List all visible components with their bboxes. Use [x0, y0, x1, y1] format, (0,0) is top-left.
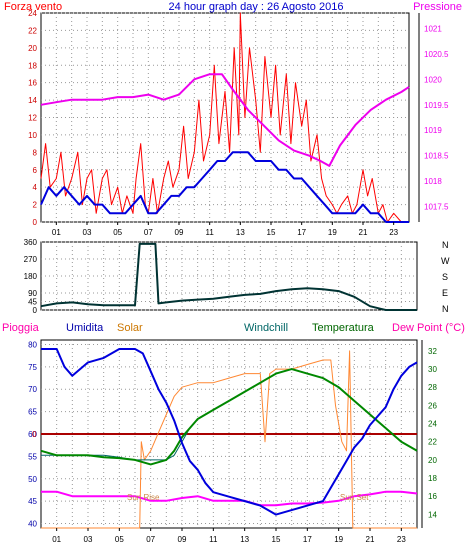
temp-xtick-7: 15: [272, 535, 281, 544]
pressure-ytick-3: 1019: [424, 126, 442, 135]
temp-xtick-1: 03: [84, 535, 93, 544]
rain-axis-title: Pioggia: [2, 322, 40, 334]
temp-ytick-0: 14: [428, 510, 437, 519]
wind-ytick-7: 14: [28, 96, 37, 105]
solar-legend: Solar: [117, 322, 143, 334]
temp-xtick-0: 01: [52, 535, 61, 544]
temp-ytick-7: 28: [428, 383, 437, 392]
wind-ytick-11: 22: [28, 26, 37, 35]
temp-xtick-10: 21: [366, 535, 375, 544]
wind-ytick-6: 12: [28, 114, 37, 123]
compass-label-e: E: [442, 288, 448, 298]
humidity-ytick-1: 45: [28, 497, 37, 506]
temp-ytick-1: 16: [428, 492, 437, 501]
compass-label-n-top: N: [442, 240, 449, 250]
temp-ytick-3: 20: [428, 456, 437, 465]
wind-ytick-2: 4: [33, 183, 38, 192]
windchill-legend: Windchill: [244, 322, 288, 334]
compass-label-s: S: [442, 272, 448, 282]
pressure-axis-title: Pressione: [413, 1, 462, 13]
pressure-series: [40, 73, 410, 167]
temp-xtick-8: 17: [303, 535, 312, 544]
pressure-ytick-0: 1017.5: [424, 203, 449, 212]
temp-ytick-8: 30: [428, 365, 437, 374]
wind-direction-series: [40, 242, 417, 311]
temp-xtick-4: 09: [178, 535, 187, 544]
temp-xtick-11: 23: [397, 535, 406, 544]
temp-xtick-2: 05: [115, 535, 124, 544]
humidity-ytick-2: 50: [28, 475, 37, 484]
wind-ytick-5: 10: [28, 131, 37, 140]
wind-xtick-1: 03: [83, 228, 92, 237]
humidity-ytick-7: 75: [28, 363, 37, 372]
rain-zero-label: 0: [32, 430, 37, 439]
wind-gust-series: [40, 12, 409, 223]
wind-xtick-4: 09: [175, 228, 184, 237]
wind-xtick-8: 17: [297, 228, 306, 237]
pressure-ytick-5: 1020: [424, 75, 442, 84]
wind-xtick-2: 05: [113, 228, 122, 237]
dir-ytick-4: 270: [24, 255, 38, 264]
temp-xtick-6: 13: [240, 535, 249, 544]
wind-avg-series: [40, 151, 409, 223]
temp-xtick-9: 19: [334, 535, 343, 544]
dir-ytick-1: 45: [28, 298, 37, 307]
wind-ytick-9: 18: [28, 61, 37, 70]
wind-ytick-1: 2: [33, 201, 38, 210]
humidity-ytick-5: 65: [28, 408, 37, 417]
wind-xtick-11: 23: [389, 228, 398, 237]
wind-xtick-3: 07: [144, 228, 153, 237]
temp-ytick-2: 18: [428, 474, 437, 483]
humidity-ytick-8: 80: [28, 340, 37, 349]
pressure-ytick-4: 1019.5: [424, 101, 449, 110]
wind-xtick-10: 21: [359, 228, 368, 237]
temp-xtick-3: 07: [146, 535, 155, 544]
temp-ytick-9: 32: [428, 347, 437, 356]
temp-ytick-5: 24: [428, 420, 437, 429]
windchill-series: [41, 368, 418, 461]
wind-ytick-8: 16: [28, 79, 37, 88]
chart-title: 24 hour graph day : 26 Agosto 2016: [169, 1, 344, 13]
humidity-ytick-4: 60: [28, 430, 37, 439]
compass-label-n-bottom: N: [442, 304, 449, 314]
pressure-ytick-6: 1020.5: [424, 50, 449, 59]
dir-ytick-2: 90: [28, 289, 37, 298]
wind-ytick-10: 20: [28, 44, 37, 53]
pressure-ytick-2: 1018.5: [424, 152, 449, 161]
wind-xtick-6: 13: [236, 228, 245, 237]
dewpoint-series: [41, 490, 418, 507]
humidity-series: [41, 348, 418, 516]
wind-xtick-0: 01: [52, 228, 61, 237]
temp-ytick-6: 26: [428, 401, 437, 410]
humidity-ytick-6: 70: [28, 385, 37, 394]
wind-ytick-12: 24: [28, 9, 37, 18]
dir-ytick-5: 360: [24, 238, 38, 247]
solar-series: [41, 350, 417, 529]
wind-speed-axis-title: Forza vento: [4, 1, 62, 13]
sunset-annotation: Sun Set: [340, 493, 369, 502]
temp-ytick-4: 22: [428, 438, 437, 447]
wind-ytick-3: 6: [33, 166, 38, 175]
wind-xtick-5: 11: [206, 228, 215, 237]
wind-xtick-9: 19: [328, 228, 337, 237]
humidity-legend: Umidita: [66, 322, 104, 334]
wind-ytick-0: 0: [33, 218, 38, 227]
compass-label-w: W: [441, 256, 450, 266]
humidity-ytick-0: 40: [28, 520, 37, 529]
wind-xtick-7: 15: [267, 228, 276, 237]
pressure-ytick-1: 1018: [424, 177, 442, 186]
temp-xtick-5: 11: [209, 535, 218, 544]
pressure-ytick-7: 1021: [424, 24, 442, 33]
humidity-ytick-3: 55: [28, 452, 37, 461]
wind-ytick-4: 8: [33, 148, 38, 157]
dir-ytick-0: 0: [33, 306, 38, 315]
dir-ytick-3: 180: [24, 272, 38, 281]
dewpoint-legend: Dew Point (°C): [392, 322, 465, 334]
temperature-legend: Temperatura: [312, 322, 375, 334]
temperature-series: [40, 368, 418, 466]
sunrise-annotation: Sun Rise: [127, 493, 160, 502]
